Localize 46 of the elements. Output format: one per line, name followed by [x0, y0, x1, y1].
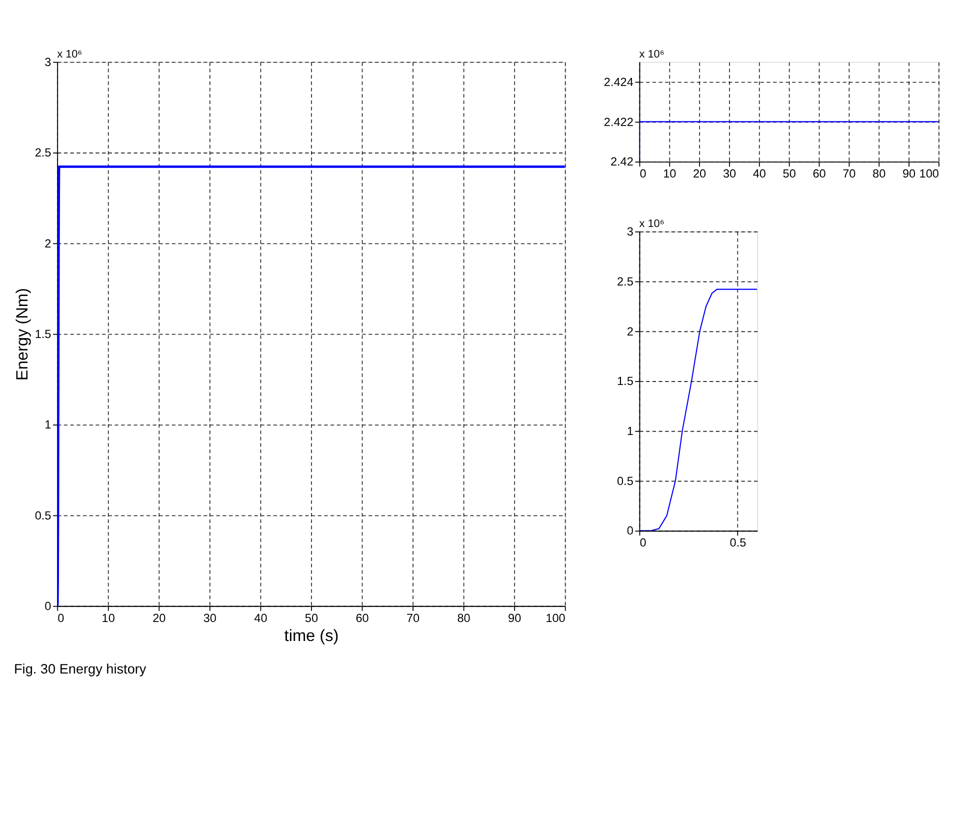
x-tick-label: 30 — [203, 612, 217, 625]
y-axis-title: Energy (Nm) — [14, 288, 32, 381]
y-tick-label: 1.5 — [34, 328, 52, 341]
y-tick-label: 1.5 — [617, 375, 634, 388]
x-tick-label: 30 — [722, 167, 736, 180]
y-tick-label: 2 — [626, 325, 634, 338]
x-axis-title: time (s) — [284, 626, 339, 645]
x-tick-label: 90 — [508, 612, 522, 625]
x-tick-label: 10 — [663, 167, 677, 180]
y-tick-label: 0.5 — [34, 509, 52, 522]
x-tick-label: 80 — [457, 612, 471, 625]
y-tick-label: 2.422 — [604, 116, 634, 129]
x-tick-label: 20 — [693, 167, 707, 180]
x-tick-label: 40 — [254, 612, 268, 625]
y-tick-label: 2.424 — [604, 76, 634, 89]
x-tick-label: 0 — [58, 612, 65, 625]
x-tick-label: 0 — [640, 167, 647, 180]
y-tick-label: 3 — [626, 226, 634, 239]
x-tick-label: 60 — [356, 612, 370, 625]
x-tick-label: 100 — [919, 167, 940, 180]
text: x 10⁶ — [639, 218, 664, 230]
y-tick-label: 0 — [44, 600, 52, 613]
x-tick-label: 50 — [782, 167, 796, 180]
x-tick-label: 10 — [102, 612, 116, 625]
y-tick-label: 1 — [626, 424, 634, 438]
y-tick-label: 0 — [626, 524, 634, 538]
x-tick-label: 20 — [152, 612, 166, 625]
y-tick-label: 2.5 — [34, 146, 52, 160]
line-series — [639, 288, 758, 531]
x-tick-label: 40 — [752, 167, 766, 180]
y-tick-label: 2 — [44, 237, 52, 250]
y-tick-label: 1 — [44, 418, 52, 432]
x-tick-label: 70 — [406, 612, 420, 625]
y-tick-label: 0.5 — [617, 474, 634, 488]
y-tick-label: 2.42 — [610, 156, 634, 169]
caption: Fig. 30 Energy history — [14, 661, 146, 676]
text: x 10⁶ — [57, 48, 82, 60]
y-tick-label: 2.5 — [617, 275, 634, 288]
x-tick-label: 60 — [812, 167, 826, 180]
x-tick-label: 80 — [872, 167, 886, 180]
text: x 10⁶ — [639, 48, 664, 60]
y-tick-label: 3 — [44, 56, 52, 69]
x-tick-label: 50 — [304, 612, 318, 625]
x-tick-label: 100 — [546, 612, 566, 625]
x-tick-label: 70 — [842, 167, 856, 180]
x-tick-label: 90 — [902, 167, 916, 180]
